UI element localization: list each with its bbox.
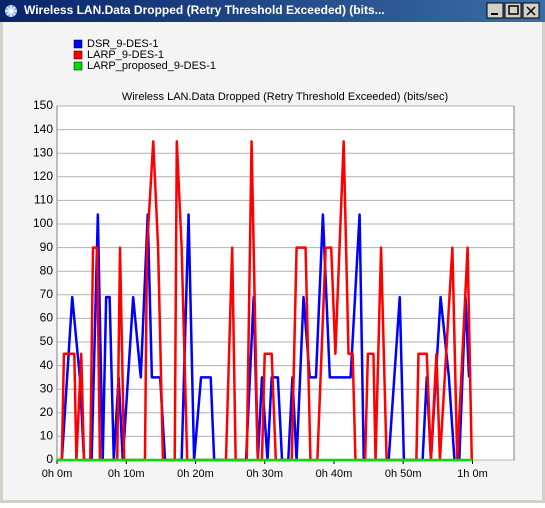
y-tick-label: 150 [33,98,53,112]
y-tick-label: 30 [40,381,54,395]
maximize-button[interactable] [504,2,522,19]
x-tick-label: 0h 40m [316,468,353,480]
window-icon [5,5,17,17]
y-tick-label: 90 [40,240,54,254]
y-tick-label: 10 [40,429,54,443]
y-tick-label: 130 [33,145,53,159]
x-tick-label: 0h 30m [246,468,283,480]
x-tick-label: 0h 10m [108,468,145,480]
y-tick-label: 110 [34,193,53,207]
y-tick-label: 120 [33,169,53,183]
legend-label: LARP_proposed_9-DES-1 [87,60,216,72]
legend-swatch [73,61,83,71]
y-tick-label: 100 [33,216,53,230]
y-tick-label: 50 [40,334,54,348]
close-button[interactable] [522,2,540,19]
y-tick-label: 60 [40,311,54,325]
y-tick-label: 70 [40,287,54,301]
y-tick-label: 20 [40,405,54,419]
y-tick-label: 140 [33,122,53,136]
minimize-button[interactable] [486,2,504,19]
legend-label: DSR_9-DES-1 [87,38,159,50]
x-tick-label: 0h 0m [42,468,73,480]
data-line [57,213,471,462]
title-bar [0,0,545,22]
legend-swatch [73,39,83,49]
y-tick-label: 80 [40,263,54,277]
legend-label: LARP_9-DES-1 [87,49,164,61]
y-tick-label: 40 [40,358,54,372]
y-tick-label: 0 [46,452,53,466]
legend-swatch [73,50,83,60]
window-title: Wireless LAN.Data Dropped (Retry Thresho… [24,3,385,17]
x-tick-label: 1h 0m [457,468,488,480]
x-tick-label: 0h 20m [177,468,214,480]
x-tick-label: 0h 50m [385,468,422,480]
chart-title: Wireless LAN.Data Dropped (Retry Thresho… [122,91,448,103]
